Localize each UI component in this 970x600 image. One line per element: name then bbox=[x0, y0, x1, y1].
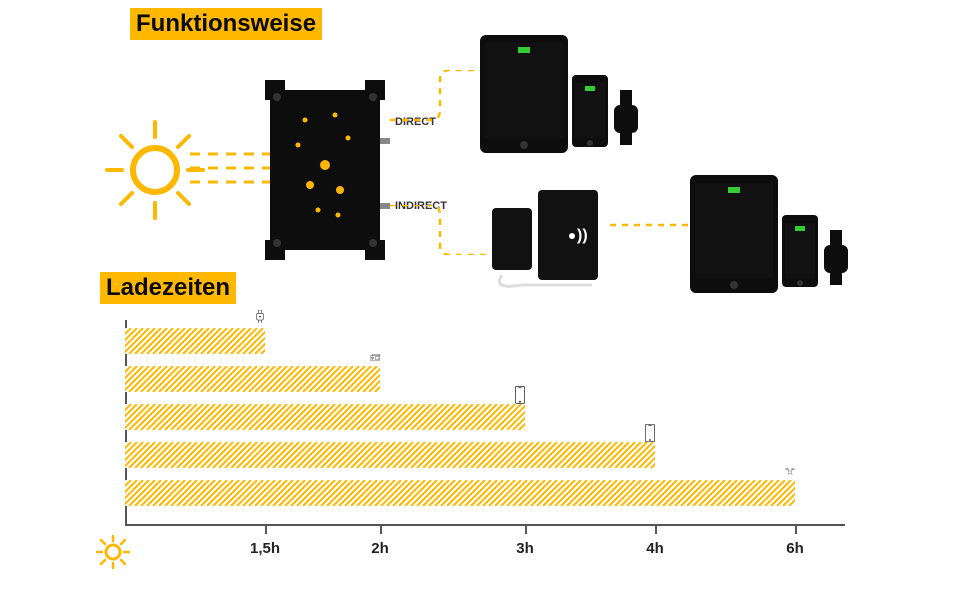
smartphone-icon bbox=[515, 386, 525, 409]
tick bbox=[655, 524, 657, 534]
tick-label: 3h bbox=[516, 540, 534, 557]
chart-ladezeiten: 1,5h 2h 3h 4h 6h bbox=[100, 300, 900, 580]
smartphone-large-icon bbox=[645, 424, 655, 447]
tick-label: 6h bbox=[786, 540, 804, 557]
drone-icon bbox=[785, 462, 795, 480]
powerbanks: )) bbox=[492, 190, 622, 290]
devices-direct bbox=[480, 35, 650, 155]
connector-direct bbox=[390, 70, 490, 130]
bar-smartwatch bbox=[125, 328, 265, 354]
smartwatch-icon bbox=[255, 310, 265, 328]
tick bbox=[795, 524, 797, 534]
sun-axis-icon bbox=[95, 534, 131, 570]
sun-beam bbox=[190, 150, 270, 186]
connector-indirect bbox=[390, 205, 490, 255]
action-camera-icon bbox=[370, 348, 380, 366]
devices-indirect bbox=[690, 175, 860, 295]
tick bbox=[525, 524, 527, 534]
diagram-funktionsweise: DIRECT INDIRECT )) bbox=[100, 60, 850, 270]
tick bbox=[380, 524, 382, 534]
svg-text:)): )) bbox=[577, 227, 588, 244]
bar-chart bbox=[125, 320, 845, 520]
solar-panel bbox=[260, 80, 390, 260]
bar-drone bbox=[125, 480, 795, 506]
heading-funktionsweise: Funktionsweise bbox=[130, 8, 322, 40]
connector-powerbank-devices bbox=[610, 220, 690, 230]
tick-label: 1,5h bbox=[250, 540, 280, 557]
axis-x bbox=[125, 524, 845, 526]
tick-label: 4h bbox=[646, 540, 664, 557]
tick-label: 2h bbox=[371, 540, 389, 557]
tick bbox=[265, 524, 267, 534]
bar-smartphone-large bbox=[125, 442, 655, 468]
bar-action-camera bbox=[125, 366, 380, 392]
bar-smartphone bbox=[125, 404, 525, 430]
